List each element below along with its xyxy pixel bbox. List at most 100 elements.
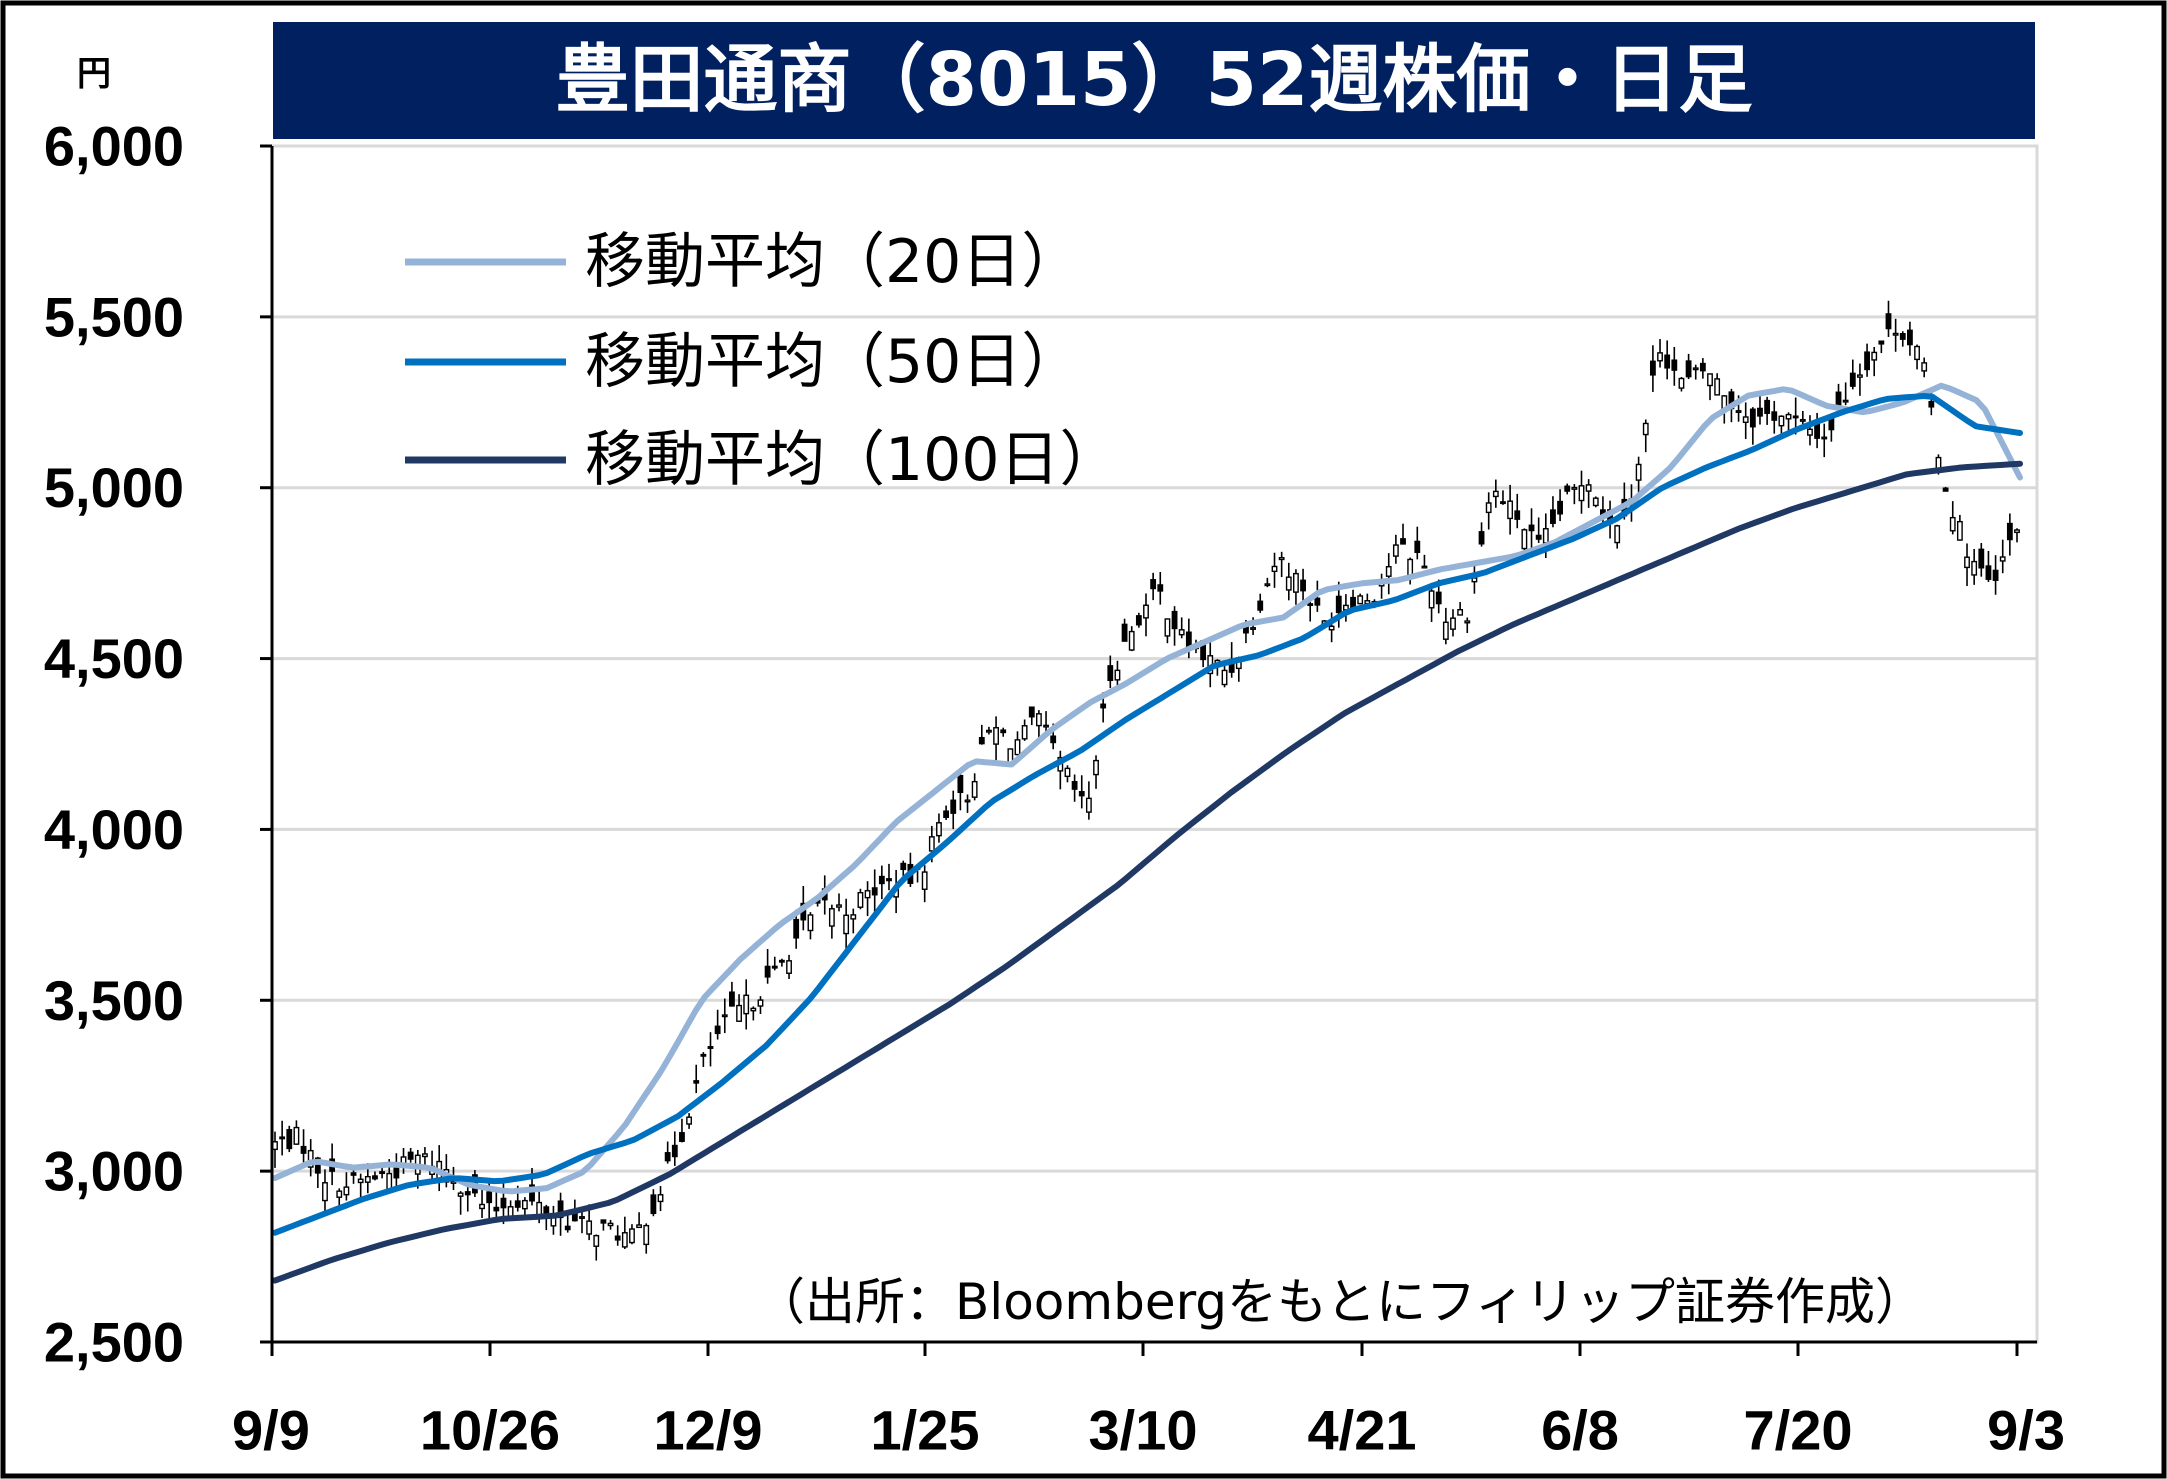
candle-body xyxy=(664,1152,671,1162)
candle-body xyxy=(1435,591,1442,605)
candle-body xyxy=(1335,595,1342,614)
candle-body xyxy=(786,960,792,974)
candle-body xyxy=(764,965,771,978)
candle-body xyxy=(1864,351,1870,371)
candle-body xyxy=(657,1194,664,1203)
candle-body xyxy=(1064,767,1071,778)
legend-label: 移動平均（20日） xyxy=(585,227,1081,297)
y-tick-label: 4,500 xyxy=(44,627,184,690)
candle-body xyxy=(1307,603,1314,606)
candle-body xyxy=(993,727,999,745)
candle-body xyxy=(1649,360,1656,376)
candle-body xyxy=(1171,610,1178,630)
candle-body xyxy=(1564,485,1571,492)
candle-body xyxy=(971,780,978,798)
candle-body xyxy=(807,914,814,932)
candle-body xyxy=(1300,579,1306,592)
candle-body xyxy=(1107,665,1114,682)
candle-body xyxy=(486,1191,493,1204)
candle-body xyxy=(1764,399,1771,414)
candle-body xyxy=(1021,725,1028,740)
y-tick-label: 4,000 xyxy=(44,798,184,861)
candle-body xyxy=(1906,329,1913,346)
candle-body xyxy=(721,1014,728,1018)
candle-body xyxy=(1792,415,1799,419)
y-tick-label: 5,500 xyxy=(44,285,184,348)
candle-body xyxy=(1735,410,1742,413)
candle-body xyxy=(1100,703,1107,709)
candle-body xyxy=(300,1145,307,1154)
candle-body xyxy=(1428,590,1435,609)
candle-body xyxy=(1571,486,1578,490)
candle-body xyxy=(1985,565,1992,580)
candle-body xyxy=(1742,416,1749,424)
candle-body xyxy=(900,862,907,871)
candle-body xyxy=(1914,345,1920,361)
candle-body xyxy=(1956,520,1963,541)
candle-body xyxy=(864,890,871,899)
candle-body xyxy=(1778,415,1785,427)
candle-body xyxy=(1849,372,1856,387)
candle-body xyxy=(1521,529,1528,550)
candle-body xyxy=(643,1224,650,1246)
candle-body xyxy=(1614,525,1621,544)
candle-body xyxy=(957,774,964,794)
candle-body xyxy=(1035,713,1042,727)
x-tick-label: 3/10 xyxy=(1089,1399,1198,1462)
candle-body xyxy=(314,1157,321,1174)
candle-body xyxy=(1028,706,1035,718)
candle-body xyxy=(479,1203,485,1210)
candle-body xyxy=(629,1228,635,1244)
candle-body xyxy=(1978,548,1985,569)
chart-title: 豊田通商（8015）52週株価・日足 xyxy=(556,37,1753,123)
x-tick-label: 9/3 xyxy=(1987,1399,2065,1462)
candle-body xyxy=(1949,516,1956,532)
x-tick-label: 9/9 xyxy=(232,1399,310,1462)
candle-body xyxy=(364,1175,371,1183)
candle-body xyxy=(464,1191,471,1196)
candle-body xyxy=(1771,411,1778,421)
candle-body xyxy=(1085,797,1092,813)
y-tick-label: 3,500 xyxy=(44,969,184,1032)
x-tick-label: 1/25 xyxy=(871,1399,980,1462)
candle-body xyxy=(1757,407,1763,417)
candle-body xyxy=(322,1182,328,1202)
candle-body xyxy=(943,810,950,819)
candle-body xyxy=(700,1053,707,1057)
candle-body xyxy=(586,1220,593,1235)
candle-body xyxy=(1642,422,1649,436)
candle-body xyxy=(407,1151,414,1160)
candle-body xyxy=(450,1180,457,1184)
candle-body xyxy=(1807,428,1813,436)
candle-body xyxy=(1121,623,1128,642)
candle-body xyxy=(1328,625,1335,631)
legend-label: 移動平均（50日） xyxy=(585,327,1081,397)
candle-body xyxy=(1293,572,1299,593)
candle-body xyxy=(1857,374,1863,378)
candle-body xyxy=(1014,739,1021,756)
title-banner xyxy=(273,22,2035,139)
ma-line xyxy=(272,382,2023,1195)
candle-body xyxy=(1578,485,1585,502)
candle-body xyxy=(386,1172,393,1191)
candle-body xyxy=(607,1222,614,1227)
candle-body xyxy=(743,994,750,1015)
candle-body xyxy=(1492,490,1499,498)
candle-body xyxy=(871,887,878,896)
candle-body xyxy=(736,1004,742,1022)
candle-body xyxy=(1500,501,1506,505)
candle-body xyxy=(1821,436,1828,440)
candle-body xyxy=(1999,556,2006,562)
x-tick-label: 12/9 xyxy=(654,1399,763,1462)
candle-body xyxy=(2014,529,2020,534)
candle-body xyxy=(857,891,864,908)
x-tick-label: 4/21 xyxy=(1308,1399,1417,1462)
candle-body xyxy=(757,999,764,1007)
candle-body xyxy=(1892,332,1899,336)
candle-body xyxy=(1550,509,1556,524)
candle-body xyxy=(778,959,785,963)
candle-body xyxy=(621,1232,628,1248)
candle-body xyxy=(600,1219,607,1224)
legend-label: 移動平均（100日） xyxy=(585,425,1120,495)
